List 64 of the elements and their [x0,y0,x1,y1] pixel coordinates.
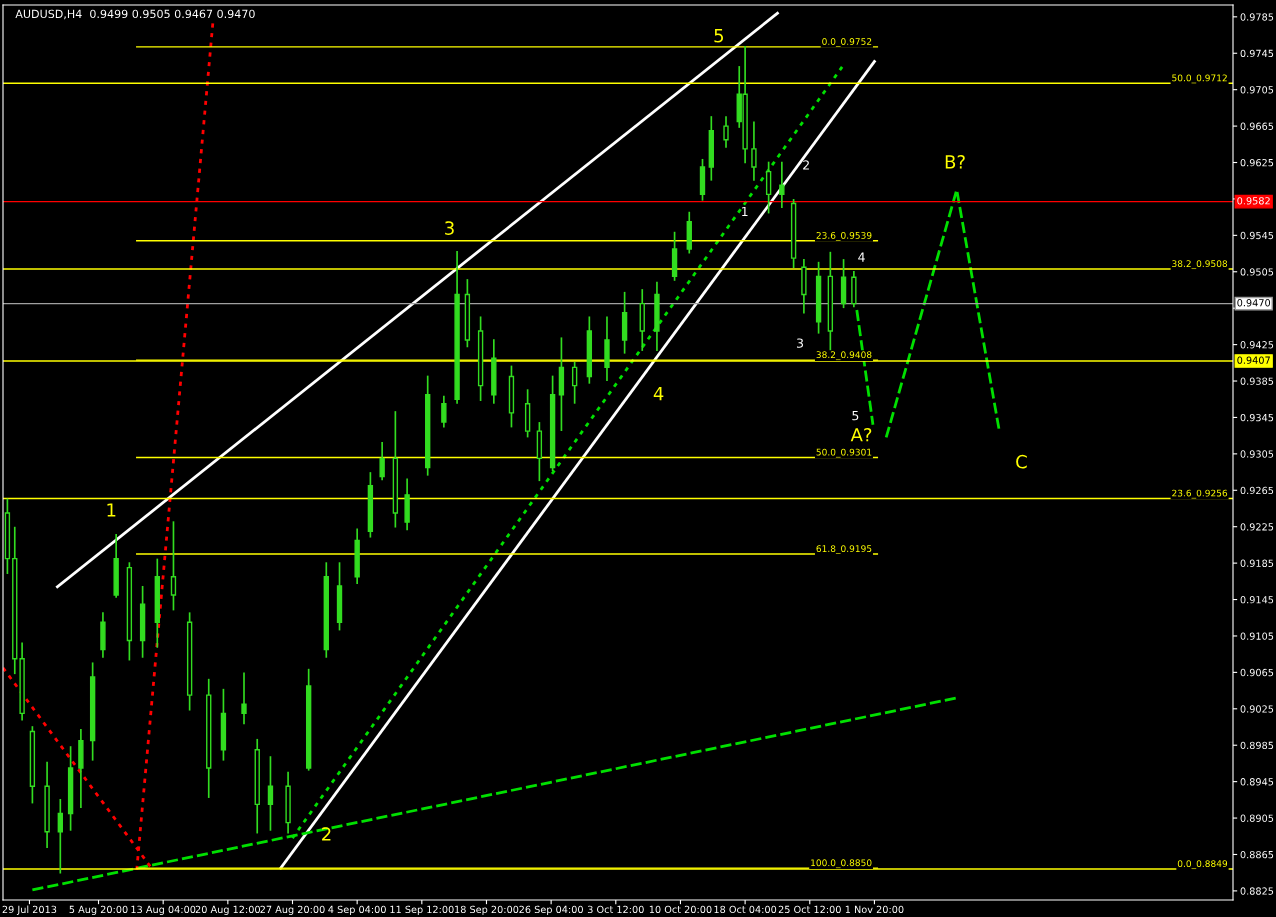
y-tick-label: 0.9025 [1240,705,1274,713]
x-tick-label: 18 Sep 20:00 [455,905,519,915]
annotation: 3 [445,221,454,235]
series-label: 0.0_0.8849 [1177,860,1228,870]
y-tick-label: 0.8905 [1240,814,1274,822]
x-tick-label: 27 Aug 20:00 [260,905,325,915]
y-tick-label: 0.9145 [1240,596,1274,604]
annotation: 2 [322,827,331,841]
y-tick-label: 0.9745 [1240,49,1274,58]
annotation: B? [945,155,965,169]
y-tick-label: 0.9665 [1240,122,1274,130]
series-label: 38.2_0.9508 [1172,260,1228,270]
series-label: 23.6_0.9256 [1172,489,1228,499]
series-label: 100.0_0.8850 [811,859,872,869]
annotation: C [1016,454,1027,469]
x-tick-label: 18 Oct 04:00 [714,905,777,914]
y-tick-label: 0.8825 [1240,887,1274,895]
y-tick-label: 0.8945 [1240,778,1274,786]
series-label: 50.0_0.9301 [816,448,872,458]
y-tick-label: 0.9385 [1240,377,1274,385]
y-tick-label: 0.9625 [1240,158,1274,167]
y-tick-label: 0.9345 [1240,413,1274,422]
y-tick-label: 0.8865 [1240,850,1274,859]
y-tick-label: 0.9225 [1240,523,1274,531]
series-label: 38.2_0.9408 [816,351,872,361]
y-tick-label: 0.9785 [1240,13,1274,21]
series-label: 23.6_0.9539 [816,231,872,241]
y-tick-label: 0.9505 [1240,268,1274,276]
x-tick-label: 29 Jul 2013 [2,905,57,915]
annotation: 1 [107,503,116,517]
annotation: 2 [803,160,809,170]
x-tick-label: 20 Aug 12:00 [195,905,260,915]
x-tick-label: 26 Sep 04:00 [519,905,583,915]
y-tick-label: 0.8985 [1240,741,1274,750]
annotation: 5 [852,411,859,421]
series-label: 0.0_0.9752 [822,38,872,47]
ref-line-label: 0.9470 [1237,299,1271,307]
series-label: 50.0_0.9712 [1172,74,1227,84]
x-tick-label: 5 Aug 20:00 [69,905,128,915]
annotation: A? [850,427,872,442]
y-tick-label: 0.9065 [1240,668,1274,677]
x-tick-label: 25 Oct 12:00 [778,905,841,914]
y-tick-label: 0.9265 [1240,486,1274,495]
annotation: 3 [797,338,804,348]
annotation: 4 [653,387,664,401]
annotation: 4 [858,252,865,262]
y-tick-label: 0.9305 [1240,450,1274,458]
annotation: 5 [714,29,724,43]
y-tick-label: 0.9425 [1240,341,1274,349]
x-tick-label: 3 Oct 12:00 [587,905,644,914]
series-label: 61.8_0.9195 [816,545,872,555]
x-tick-label: 11 Sep 12:00 [390,905,454,915]
y-tick-label: 0.9105 [1240,632,1274,640]
x-tick-label: 1 Nov 20:00 [845,905,904,914]
x-tick-label: 4 Sep 04:00 [328,905,386,915]
x-tick-label: 13 Aug 04:00 [131,905,196,915]
x-tick-label: 10 Oct 20:00 [649,905,712,914]
annotation: 1 [742,206,748,217]
y-tick-label: 0.9545 [1240,231,1274,240]
ref-line-label: 0.9407 [1237,356,1270,364]
ref-line-label: 0.9582 [1237,197,1270,205]
y-tick-label: 0.9705 [1240,86,1274,94]
chart-title: AUDUSD,H4 0.9499 0.9505 0.9467 0.9470 [15,9,255,20]
y-tick-label: 0.9185 [1240,559,1274,567]
